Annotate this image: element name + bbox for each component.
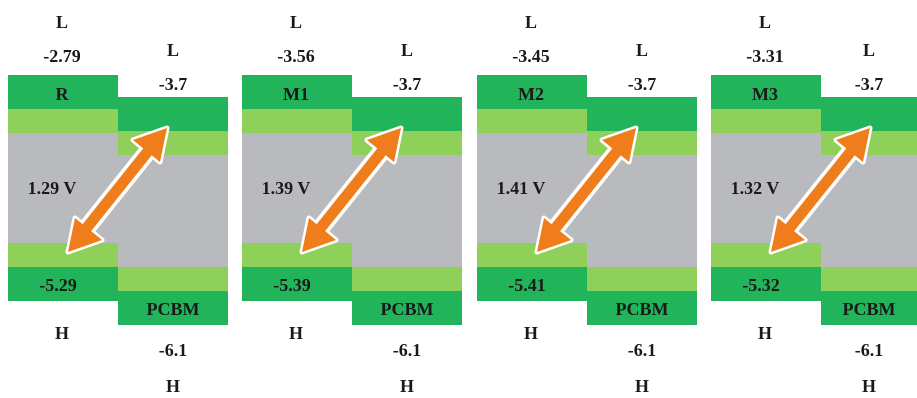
donor-label: R	[55, 84, 69, 104]
acceptor-lumo-value: -3.7	[158, 74, 188, 94]
voc-double-arrow-icon	[534, 125, 639, 255]
donor-homo-band	[711, 267, 821, 301]
donor-homo-letter: H	[523, 323, 539, 343]
donor-homo-letter: H	[757, 323, 773, 343]
donor-lumo-band	[8, 75, 118, 109]
acceptor-label: PCBM	[842, 299, 896, 319]
donor-homo-edge	[8, 243, 118, 267]
acceptor-lumo-letter: L	[635, 40, 649, 60]
voc-double-arrow-icon	[65, 125, 170, 255]
voc-double-arrow-icon	[768, 125, 873, 255]
voc-double-arrow-icon	[299, 125, 404, 255]
donor-homo-value: -5.39	[273, 275, 311, 295]
acceptor-lumo-letter: L	[862, 40, 876, 60]
acceptor-homo-value: -6.1	[158, 340, 188, 360]
donor-lumo-edge	[242, 109, 352, 133]
donor-homo-edge	[711, 243, 821, 267]
acceptor-homo-band	[352, 291, 462, 325]
donor-lumo-letter: L	[289, 12, 303, 32]
acceptor-homo-band	[587, 291, 697, 325]
donor-lumo-value: -3.45	[512, 46, 550, 66]
donor-homo-band	[8, 267, 118, 301]
donor-homo-band	[242, 267, 352, 301]
acceptor-homo-edge	[352, 267, 462, 291]
acceptor-lumo-value: -3.7	[392, 74, 422, 94]
donor-lumo-band	[242, 75, 352, 109]
acceptor-homo-value: -6.1	[854, 340, 884, 360]
donor-lumo-letter: L	[758, 12, 772, 32]
donor-label: M1	[283, 84, 309, 104]
donor-homo-band	[477, 267, 587, 301]
acceptor-lumo-band	[118, 97, 228, 131]
acceptor-lumo-band	[352, 97, 462, 131]
acceptor-homo-band	[118, 291, 228, 325]
acceptor-label: PCBM	[615, 299, 669, 319]
donor-label: M3	[752, 84, 778, 104]
acceptor-homo-letter: H	[861, 376, 877, 396]
donor-label: M2	[518, 84, 544, 104]
donor-homo-value: -5.41	[508, 275, 546, 295]
donor-lumo-band	[477, 75, 587, 109]
donor-homo-letter: H	[54, 323, 70, 343]
acceptor-homo-letter: H	[634, 376, 650, 396]
acceptor-lumo-value: -3.7	[627, 74, 657, 94]
acceptor-homo-edge	[587, 267, 697, 291]
acceptor-lumo-value: -3.7	[854, 74, 884, 94]
donor-lumo-letter: L	[55, 12, 69, 32]
acceptor-label: PCBM	[380, 299, 434, 319]
acceptor-homo-value: -6.1	[392, 340, 422, 360]
donor-lumo-value: -2.79	[43, 46, 81, 66]
acceptor-lumo-letter: L	[400, 40, 414, 60]
acceptor-homo-band	[821, 291, 917, 325]
acceptor-homo-edge	[118, 267, 228, 291]
acceptor-lumo-band	[821, 97, 917, 131]
acceptor-lumo-letter: L	[166, 40, 180, 60]
energy-panel-r: L -2.79 R L -3.7 1.29 V -5.29 PCBM H -6.…	[6, 0, 228, 398]
donor-lumo-edge	[711, 109, 821, 133]
donor-homo-edge	[242, 243, 352, 267]
donor-homo-letter: H	[288, 323, 304, 343]
acceptor-homo-letter: H	[165, 376, 181, 396]
donor-lumo-band	[711, 75, 821, 109]
donor-homo-edge	[477, 243, 587, 267]
acceptor-label: PCBM	[146, 299, 200, 319]
acceptor-homo-letter: H	[399, 376, 415, 396]
energy-panel-m1: L -3.56 M1 L -3.7 1.39 V -5.39 PCBM H -6…	[240, 0, 462, 398]
energy-panel-m3: L -3.31 M3 L -3.7 1.32 V -5.32 PCBM H -6…	[709, 0, 917, 398]
donor-lumo-value: -3.56	[277, 46, 315, 66]
energy-panel-m2: L -3.45 M2 L -3.7 1.41 V -5.41 PCBM H -6…	[475, 0, 697, 398]
donor-lumo-edge	[477, 109, 587, 133]
voc-label: 1.32 V	[730, 178, 780, 198]
donor-homo-value: -5.32	[742, 275, 780, 295]
voc-label: 1.29 V	[27, 178, 77, 198]
acceptor-lumo-band	[587, 97, 697, 131]
voc-label: 1.39 V	[261, 178, 311, 198]
acceptor-homo-edge	[821, 267, 917, 291]
acceptor-homo-value: -6.1	[627, 340, 657, 360]
donor-lumo-edge	[8, 109, 118, 133]
donor-lumo-letter: L	[524, 12, 538, 32]
donor-lumo-value: -3.31	[746, 46, 784, 66]
donor-homo-value: -5.29	[39, 275, 77, 295]
voc-label: 1.41 V	[496, 178, 546, 198]
